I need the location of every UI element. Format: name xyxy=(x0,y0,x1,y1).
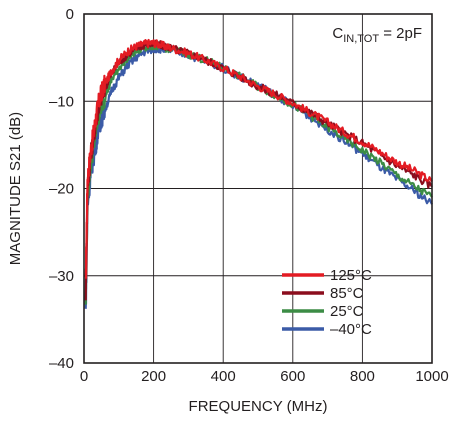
y-tick-label: 0 xyxy=(66,6,74,23)
x-tick-label: 0 xyxy=(80,368,88,385)
legend-label: –40°C xyxy=(330,321,372,338)
annotation-subscript: IN,TOT xyxy=(343,33,379,45)
plot-frame xyxy=(83,13,433,364)
x-tick-label: 200 xyxy=(141,368,166,385)
x-tick-label: 600 xyxy=(280,368,305,385)
legend-label: 85°C xyxy=(330,285,364,302)
annotation-main: C xyxy=(332,25,343,42)
x-tick-label: 800 xyxy=(350,368,375,385)
x-axis-label: FREQUENCY (MHz) xyxy=(189,398,328,415)
y-tick-label: –30 xyxy=(49,268,74,285)
legend-label: 125°C xyxy=(330,267,372,284)
capacitance-annotation: CIN,TOT = 2pF xyxy=(332,25,422,45)
series-line xyxy=(84,40,433,305)
y-tick-label: –10 xyxy=(49,93,74,110)
y-axis-label: MAGNITUDE S21 (dB) xyxy=(7,112,24,265)
x-tick-label: 1000 xyxy=(415,368,448,385)
x-tick-label: 400 xyxy=(211,368,236,385)
y-tick-label: –40 xyxy=(49,355,74,372)
series-line xyxy=(84,38,433,279)
legend-label: 25°C xyxy=(330,303,364,320)
series-line xyxy=(84,44,433,309)
annotation-rest: = 2pF xyxy=(379,25,422,42)
y-tick-label: –20 xyxy=(49,181,74,198)
